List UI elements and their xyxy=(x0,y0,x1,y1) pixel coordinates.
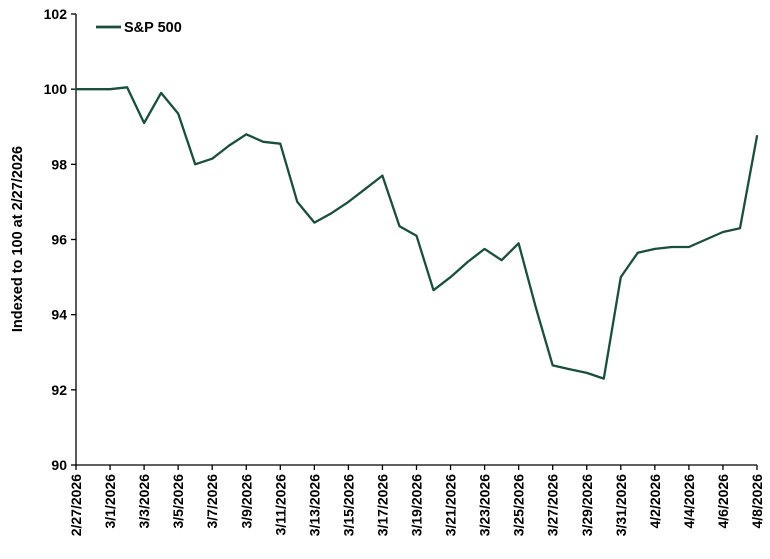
legend: S&P 500 xyxy=(96,20,182,36)
x-tick-label: 3/11/2026 xyxy=(272,474,288,536)
series-layer xyxy=(74,86,759,380)
x-tick-label: 3/9/2026 xyxy=(238,474,254,529)
x-tick-label: 3/19/2026 xyxy=(409,474,425,536)
x-tick-label: 3/31/2026 xyxy=(613,474,629,536)
y-tick-label: 98 xyxy=(51,156,67,172)
axes-layer: 90 92 94 96 98 100 102 2/27/2026 3/1/2026 3/3/202… xyxy=(44,6,765,536)
x-tick-label: 3/15/2026 xyxy=(340,474,356,536)
x-tick-label: 3/1/2026 xyxy=(102,474,118,529)
y-tick-label: 94 xyxy=(51,307,67,323)
x-tick-label: 3/27/2026 xyxy=(545,474,561,536)
x-tick-label: 3/23/2026 xyxy=(477,474,493,536)
x-tick-label: 3/5/2026 xyxy=(170,474,186,529)
x-tick-label: 3/17/2026 xyxy=(374,474,390,536)
y-tick-label: 96 xyxy=(51,232,67,248)
x-tick-label: 4/2/2026 xyxy=(647,474,663,529)
legend-label: S&P 500 xyxy=(124,20,182,36)
y-tick-label: 92 xyxy=(51,382,67,398)
y-axis-title: Indexed to 100 at 2/27/2026 xyxy=(10,146,26,332)
x-tick-label: 3/29/2026 xyxy=(579,474,595,536)
y-tick-label: 102 xyxy=(44,6,68,22)
x-tick-label: 4/8/2026 xyxy=(749,474,765,529)
x-tick-label: 4/6/2026 xyxy=(715,474,731,529)
x-tick-label: 3/3/2026 xyxy=(136,474,152,529)
x-tick-label: 4/4/2026 xyxy=(681,474,697,529)
x-tick-label: 3/7/2026 xyxy=(204,474,220,529)
x-tick-label: 3/21/2026 xyxy=(443,474,459,536)
x-tick-label: 2/27/2026 xyxy=(68,474,84,536)
x-tick-label: 3/13/2026 xyxy=(306,474,322,536)
y-tick-label: 100 xyxy=(44,81,68,97)
sp500-series-line xyxy=(74,86,759,380)
y-tick-label: 90 xyxy=(51,457,67,473)
x-tick-label: 3/25/2026 xyxy=(511,474,527,536)
